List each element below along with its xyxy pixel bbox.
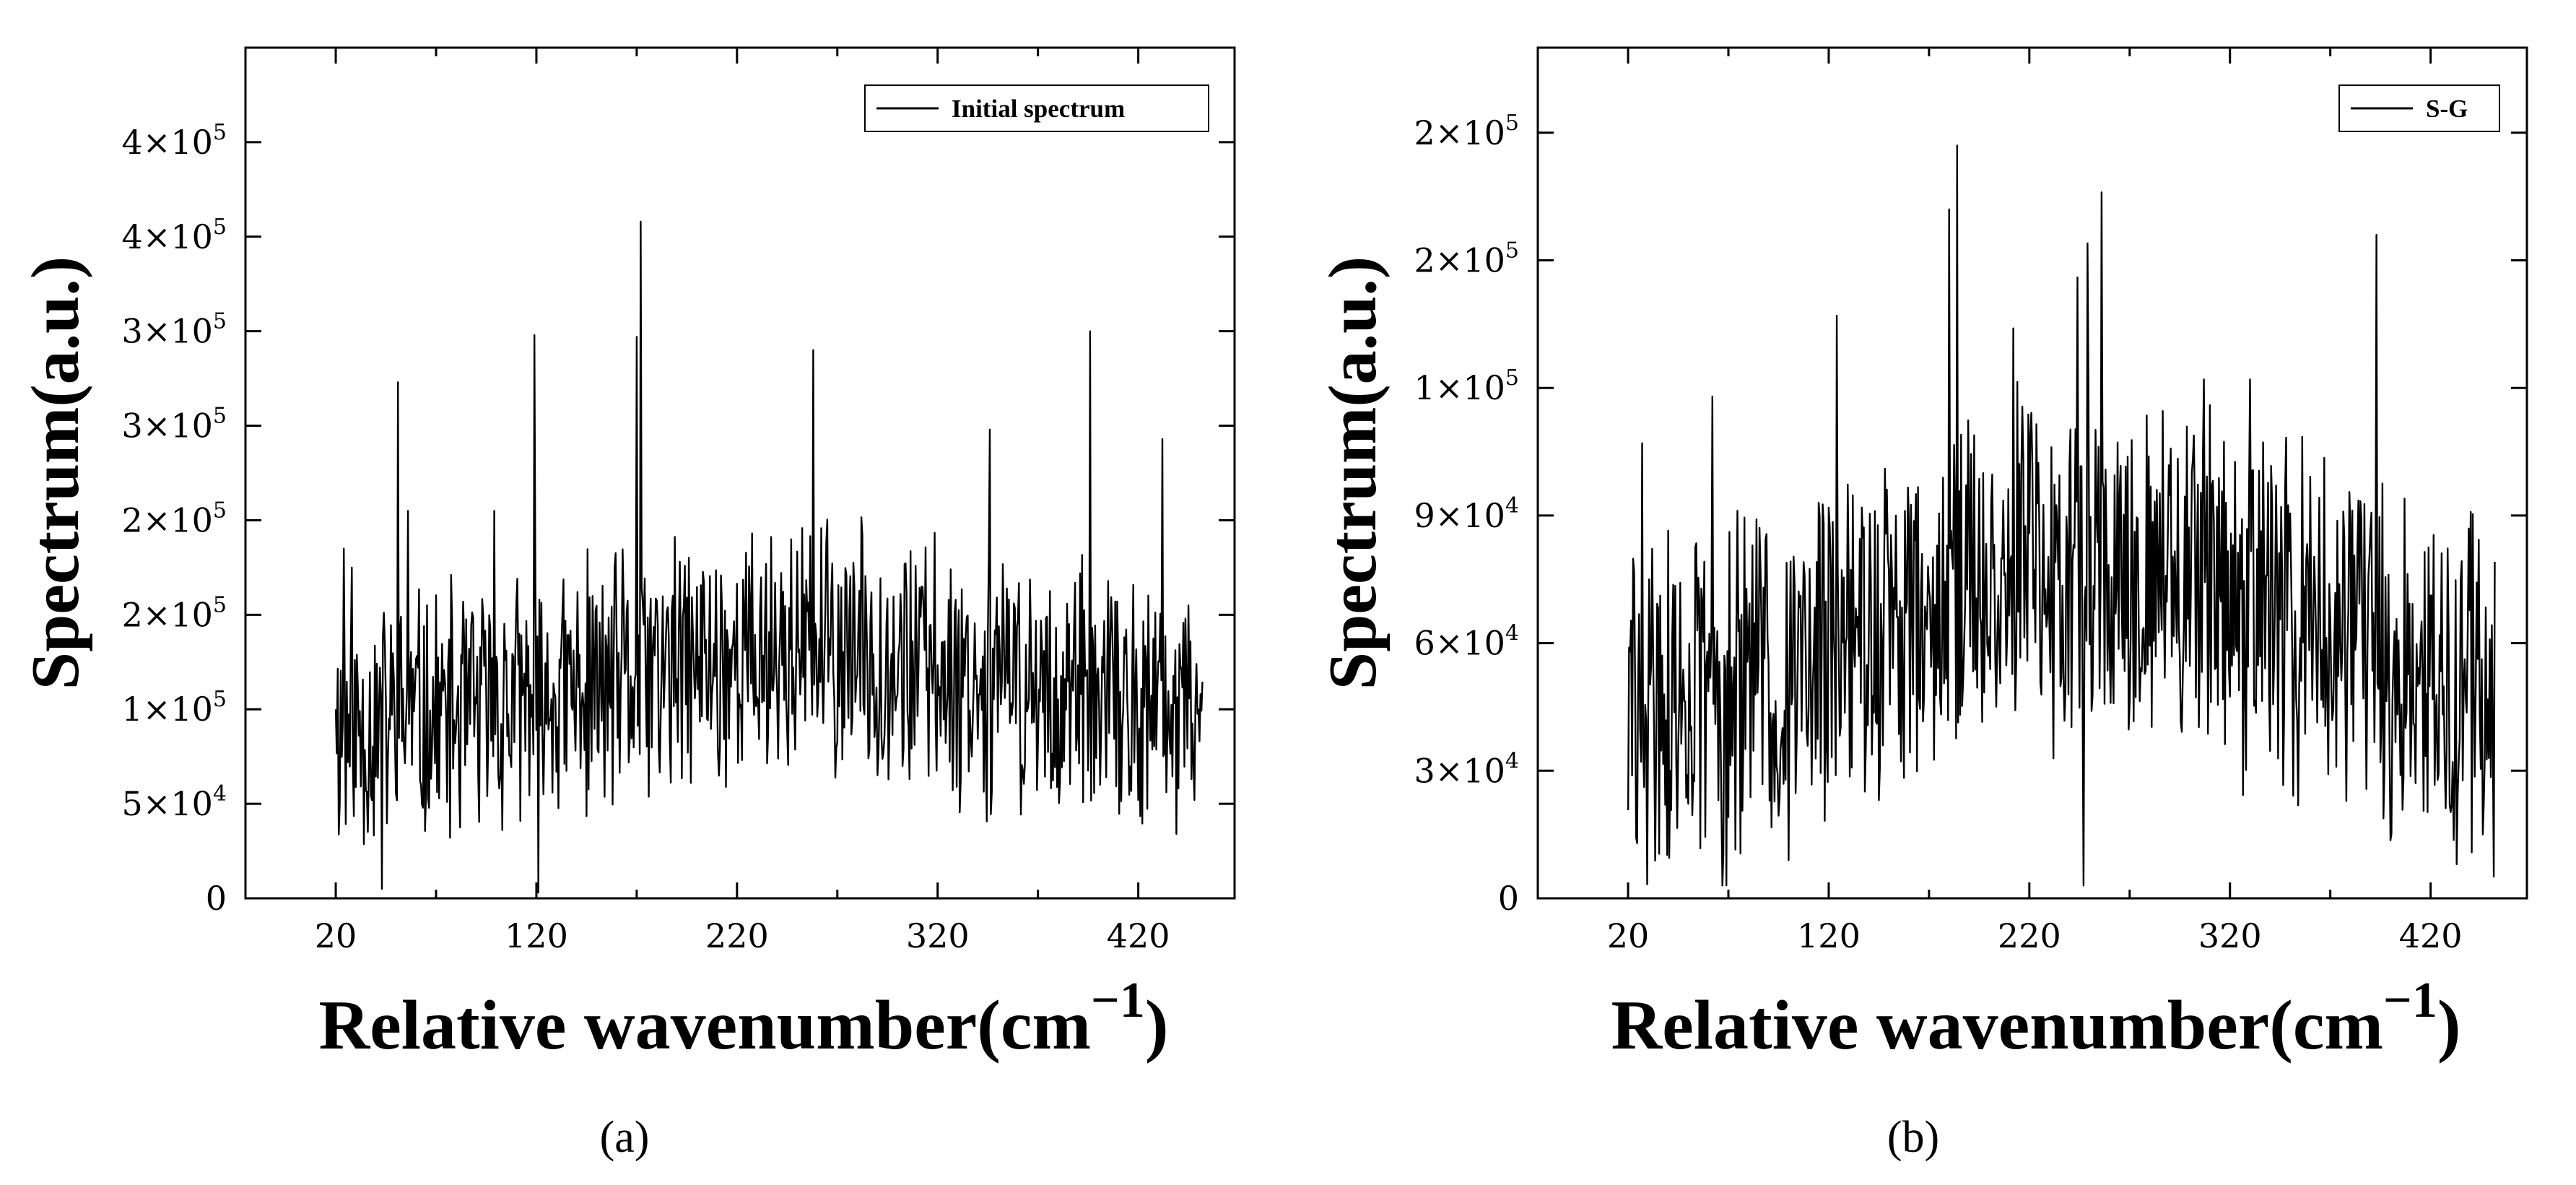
y-tick-mantissa: 2 (122, 595, 143, 634)
y-tick-exponent: 4 (1505, 493, 1519, 518)
x-tick-label: 120 (505, 916, 568, 955)
y-tick-times: ×10 (143, 312, 213, 351)
y-tick-label: 4×105 (122, 120, 227, 162)
y-tick-exponent: 5 (213, 404, 227, 429)
x-axis-title-close: ) (2437, 986, 2461, 1064)
panel-label: (a) (600, 1113, 650, 1162)
x-axis-title-text: Relative wavenumber(cm (1611, 986, 2383, 1064)
legend-label: Initial spectrum (952, 95, 1125, 123)
y-tick-times: ×10 (143, 595, 213, 634)
y-tick-label: 1×105 (1414, 365, 1519, 407)
legend: Initial spectrum (864, 84, 1209, 132)
y-tick-mantissa: 3 (122, 312, 143, 351)
x-axis-title: Relative wavenumber(cm−1) (318, 973, 1168, 1064)
y-tick-exponent: 5 (213, 498, 227, 523)
y-axis-title: Spectrum(a.u.) (1315, 256, 1391, 690)
x-tick-label: 320 (906, 916, 970, 955)
y-tick-mantissa: 1 (122, 690, 143, 729)
x-axis-title-text: Relative wavenumber(cm (318, 986, 1091, 1064)
y-tick-exponent: 5 (213, 309, 227, 334)
y-tick-exponent: 4 (1505, 621, 1519, 646)
y-tick-times: ×10 (143, 690, 213, 729)
y-tick-exponent: 4 (213, 781, 227, 807)
y-tick-label: 9×104 (1414, 493, 1519, 535)
y-tick-times: ×10 (1435, 624, 1505, 663)
y-tick-mantissa: 4 (122, 123, 143, 162)
y-tick-label: 3×104 (1414, 748, 1519, 790)
x-axis-title-close: ) (1145, 986, 1169, 1064)
spectrum-line-sg (1627, 144, 2496, 887)
y-tick-label: 3×105 (122, 309, 227, 351)
y-tick-times: ×10 (143, 784, 213, 823)
plot-frame (1536, 46, 2528, 900)
y-tick-exponent: 5 (1505, 110, 1519, 136)
y-tick-group: 05×1041×1052×1052×1053×1053×1054×1054×10… (122, 120, 1235, 918)
y-tick-times: ×10 (143, 217, 213, 256)
y-tick-times: ×10 (1435, 113, 1505, 152)
x-axis-title-superscript: −1 (1091, 973, 1145, 1028)
panel-label: (b) (1887, 1113, 1939, 1162)
y-tick-times: ×10 (1435, 496, 1505, 535)
y-tick-mantissa: 4 (122, 217, 143, 256)
y-tick-exponent: 5 (213, 214, 227, 240)
x-tick-label: 320 (2198, 916, 2262, 955)
x-tick-group: 20 120 220 320 420 (315, 48, 1170, 955)
y-tick-exponent: 4 (1505, 748, 1519, 773)
y-tick-mantissa: 9 (1414, 496, 1435, 535)
y-tick-mantissa: 5 (122, 784, 143, 823)
y-tick-text: 0 (206, 879, 227, 918)
y-tick-label: 0 (206, 879, 227, 918)
y-tick-mantissa: 1 (1414, 368, 1435, 407)
legend-label: S-G (2426, 95, 2468, 123)
y-tick-label: 0 (1498, 879, 1519, 918)
y-tick-label: 6×104 (1414, 621, 1519, 663)
y-tick-label: 2×105 (1414, 238, 1519, 280)
y-tick-exponent: 5 (213, 120, 227, 145)
x-tick-group: 20 120 220 320 420 (1607, 48, 2463, 955)
chart-panel-a: 05×1041×1052×1052×1053×1053×1054×1054×10… (18, 46, 1236, 1162)
y-tick-label: 4×105 (122, 214, 227, 256)
x-tick-label: 220 (1998, 916, 2061, 955)
y-tick-mantissa: 6 (1414, 624, 1435, 663)
y-tick-label: 5×104 (122, 781, 227, 823)
y-tick-times: ×10 (143, 123, 213, 162)
y-tick-mantissa: 2 (122, 500, 143, 539)
x-tick-label: 120 (1797, 916, 1861, 955)
spectrum-line-initial (334, 220, 1204, 894)
x-tick-label: 220 (705, 916, 769, 955)
y-tick-label: 1×105 (122, 687, 227, 729)
y-axis-title: Spectrum(a.u.) (18, 256, 93, 690)
y-tick-label: 2×105 (122, 592, 227, 634)
x-tick-label: 20 (1607, 916, 1650, 955)
x-tick-label: 420 (2399, 916, 2463, 955)
y-tick-mantissa: 3 (122, 407, 143, 446)
y-tick-exponent: 5 (1505, 238, 1519, 264)
legend: S-G (2338, 84, 2500, 132)
y-tick-label: 2×105 (1414, 110, 1519, 152)
y-tick-mantissa: 2 (1414, 241, 1435, 280)
x-tick-label: 420 (1107, 916, 1170, 955)
y-tick-times: ×10 (143, 407, 213, 446)
y-tick-times: ×10 (1435, 751, 1505, 790)
plot-frame (244, 46, 1236, 900)
x-axis-title: Relative wavenumber(cm−1) (1611, 973, 2460, 1064)
y-tick-mantissa: 3 (1414, 751, 1435, 790)
y-tick-label: 2×105 (122, 498, 227, 539)
y-tick-exponent: 5 (1505, 365, 1519, 391)
x-axis-title-superscript: −1 (2383, 973, 2437, 1028)
x-tick-label: 20 (315, 916, 357, 955)
y-tick-times: ×10 (1435, 368, 1505, 407)
y-tick-mantissa: 2 (1414, 113, 1435, 152)
y-tick-label: 3×105 (122, 404, 227, 446)
y-tick-exponent: 5 (213, 687, 227, 712)
y-tick-times: ×10 (143, 500, 213, 539)
y-tick-exponent: 5 (213, 592, 227, 617)
y-tick-text: 0 (1498, 879, 1519, 918)
y-tick-times: ×10 (1435, 241, 1505, 280)
